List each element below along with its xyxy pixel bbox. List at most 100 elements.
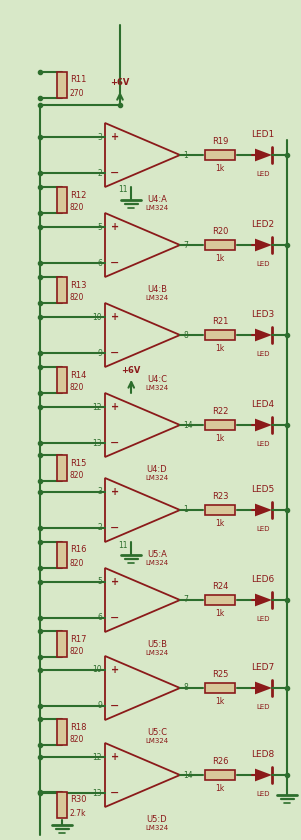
Text: LM324: LM324 [145, 385, 169, 391]
Text: −: − [110, 348, 120, 358]
Text: 11: 11 [118, 540, 127, 549]
Text: +: + [111, 665, 119, 675]
Text: 14: 14 [183, 421, 193, 429]
Polygon shape [105, 743, 180, 807]
Polygon shape [105, 656, 180, 720]
Text: +: + [111, 752, 119, 762]
Bar [205, 330, 235, 340]
Text: 1k: 1k [216, 697, 225, 706]
Text: 270: 270 [70, 88, 85, 97]
Text: 7: 7 [183, 240, 188, 249]
Bar [57, 367, 67, 393]
Bar [57, 792, 67, 818]
Polygon shape [255, 769, 272, 781]
Text: −: − [110, 258, 120, 268]
Text: LM324: LM324 [145, 295, 169, 301]
Text: 13: 13 [92, 438, 102, 448]
Text: 820: 820 [70, 471, 84, 480]
Bar [57, 277, 67, 303]
Polygon shape [255, 328, 272, 341]
Polygon shape [105, 568, 180, 632]
Text: +6V: +6V [110, 78, 130, 87]
Text: 820: 820 [70, 648, 84, 657]
Text: LED3: LED3 [251, 310, 275, 319]
Text: 10: 10 [92, 312, 102, 322]
Text: LED5: LED5 [251, 485, 275, 494]
Text: 6: 6 [97, 613, 102, 622]
Text: −: − [110, 613, 120, 623]
Text: R15: R15 [70, 459, 86, 468]
Text: 1: 1 [183, 506, 188, 514]
Text: −: − [110, 438, 120, 448]
Polygon shape [105, 478, 180, 542]
Text: 820: 820 [70, 203, 84, 213]
Text: R22: R22 [212, 407, 228, 416]
Bar [57, 455, 67, 481]
Text: 1k: 1k [216, 344, 225, 353]
Text: 2: 2 [97, 523, 102, 533]
Text: U4:B: U4:B [147, 285, 167, 294]
Text: U4:D: U4:D [147, 465, 167, 474]
Text: U5:D: U5:D [147, 815, 167, 824]
Text: 820: 820 [70, 736, 84, 744]
Text: 7: 7 [183, 596, 188, 605]
Text: 3: 3 [97, 133, 102, 141]
Text: LM324: LM324 [145, 205, 169, 211]
Text: −: − [110, 701, 120, 711]
Bar [205, 150, 235, 160]
Text: R11: R11 [70, 76, 86, 85]
Text: LED1: LED1 [251, 130, 275, 139]
Text: 820: 820 [70, 293, 84, 302]
Text: LM324: LM324 [145, 475, 169, 481]
Polygon shape [105, 123, 180, 187]
Text: R21: R21 [212, 317, 228, 326]
Text: R18: R18 [70, 722, 86, 732]
Text: 1k: 1k [216, 784, 225, 793]
Text: 2.7k: 2.7k [70, 808, 86, 817]
Text: +: + [111, 312, 119, 322]
Bar [57, 719, 67, 745]
Text: LED: LED [256, 441, 270, 447]
Polygon shape [255, 149, 272, 161]
Text: 14: 14 [183, 770, 193, 780]
Text: LED4: LED4 [251, 400, 275, 409]
Text: 10: 10 [92, 665, 102, 675]
Text: +: + [111, 577, 119, 587]
Text: LED7: LED7 [251, 663, 275, 672]
Text: R23: R23 [212, 492, 228, 501]
Text: R13: R13 [70, 281, 86, 290]
Text: −: − [110, 168, 120, 178]
Text: 6: 6 [97, 259, 102, 267]
Text: 11: 11 [118, 186, 127, 195]
Text: LM324: LM324 [145, 560, 169, 566]
Text: 2: 2 [97, 169, 102, 177]
Text: U5:C: U5:C [147, 728, 167, 737]
Text: R12: R12 [70, 191, 86, 199]
Polygon shape [255, 594, 272, 606]
Text: LED6: LED6 [251, 575, 275, 584]
Text: U5:A: U5:A [147, 550, 167, 559]
Text: LED: LED [256, 526, 270, 532]
Bar [57, 187, 67, 213]
Text: LM324: LM324 [145, 650, 169, 656]
Text: 820: 820 [70, 559, 84, 568]
Text: 9: 9 [97, 349, 102, 358]
Bar [57, 631, 67, 657]
Text: 8: 8 [183, 684, 188, 692]
Text: +: + [111, 402, 119, 412]
Bar [205, 240, 235, 250]
Text: 5: 5 [97, 223, 102, 232]
Text: LED: LED [256, 791, 270, 797]
Text: R20: R20 [212, 227, 228, 236]
Text: 3: 3 [97, 487, 102, 496]
Text: LM324: LM324 [145, 738, 169, 744]
Text: 1k: 1k [216, 254, 225, 263]
Bar [57, 542, 67, 568]
Text: LED2: LED2 [251, 220, 275, 229]
Text: 12: 12 [92, 402, 102, 412]
Text: +: + [111, 222, 119, 232]
Text: R30: R30 [70, 795, 86, 805]
Text: +: + [111, 132, 119, 142]
Text: 1k: 1k [216, 609, 225, 618]
Text: +6V: +6V [122, 366, 141, 375]
